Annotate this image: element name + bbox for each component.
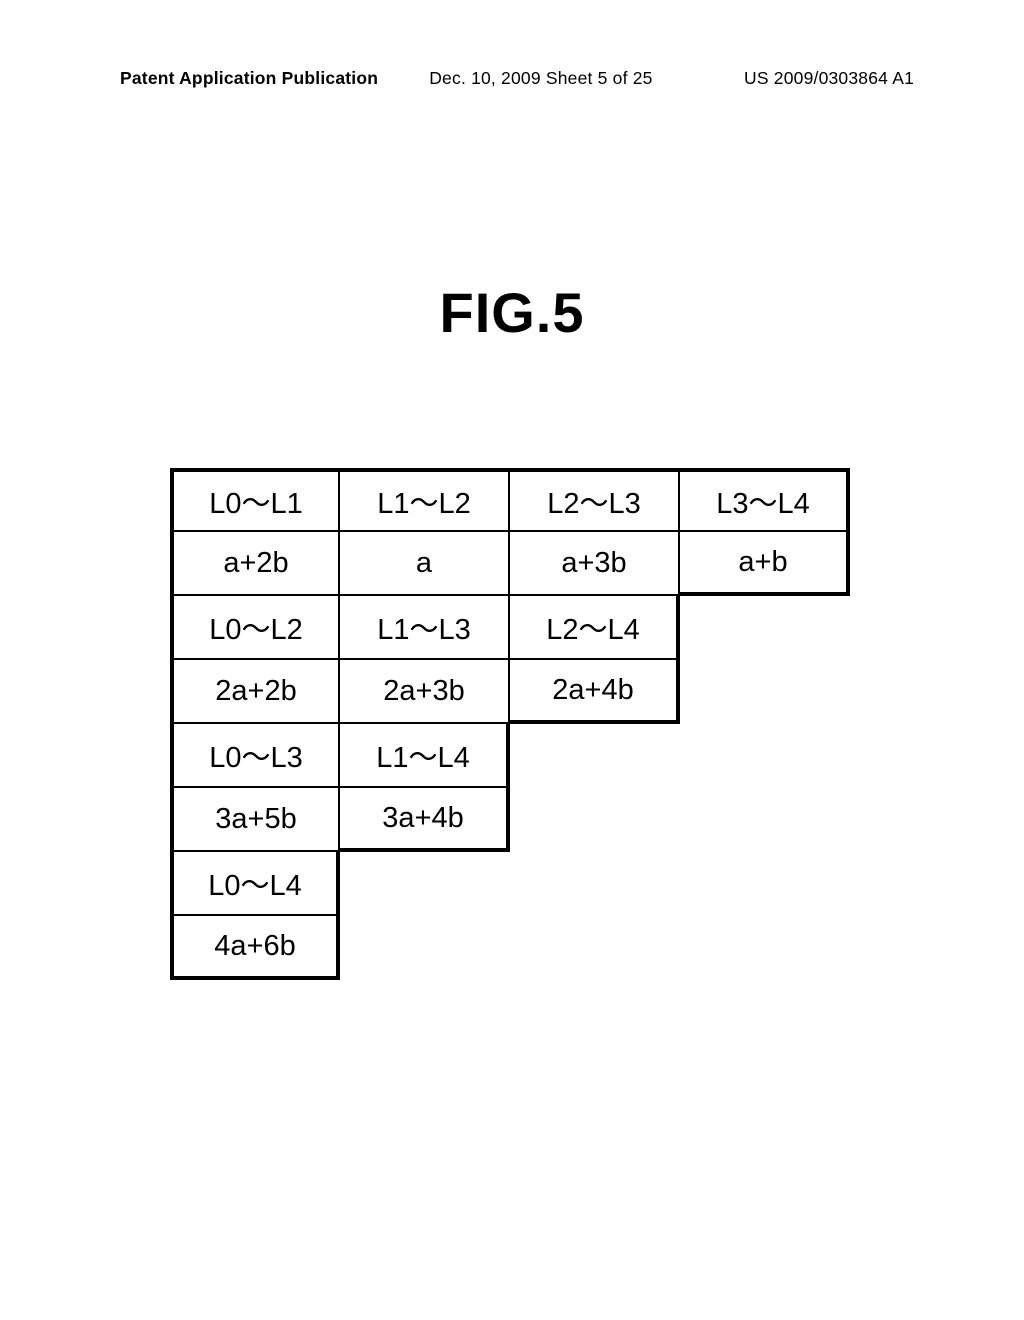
page-header: Patent Application Publication Dec. 10, … <box>0 68 1024 89</box>
cell-value: 2a+3b <box>340 660 510 724</box>
header-date-sheet: Dec. 10, 2009 Sheet 5 of 25 <box>429 68 652 88</box>
cell-label: L1～L4 <box>340 724 510 788</box>
cell-label: L0～L4 <box>170 852 340 916</box>
cell-label: L1～L3 <box>340 596 510 660</box>
cell-label: L0～L1 <box>170 468 340 532</box>
cell-label: L1～L2 <box>340 468 510 532</box>
cell-label: L3～L4 <box>680 468 850 532</box>
figure-title: FIG.5 <box>0 280 1024 345</box>
cell-value: a+2b <box>170 532 340 596</box>
cell-value: a+3b <box>510 532 680 596</box>
cell-label: L0～L2 <box>170 596 340 660</box>
header-publication: Patent Application Publication <box>120 68 378 88</box>
cell-value: a <box>340 532 510 596</box>
cell-label: L2～L4 <box>510 596 680 660</box>
cell-value: 3a+5b <box>170 788 340 852</box>
cell-value: 2a+2b <box>170 660 340 724</box>
cell-value: a+b <box>680 532 850 596</box>
cell-label: L2～L3 <box>510 468 680 532</box>
cell-value: 4a+6b <box>170 916 340 980</box>
cell-value: 3a+4b <box>340 788 510 852</box>
cell-value: 2a+4b <box>510 660 680 724</box>
cell-label: L0～L3 <box>170 724 340 788</box>
header-patent-no: US 2009/0303864 A1 <box>744 68 914 89</box>
